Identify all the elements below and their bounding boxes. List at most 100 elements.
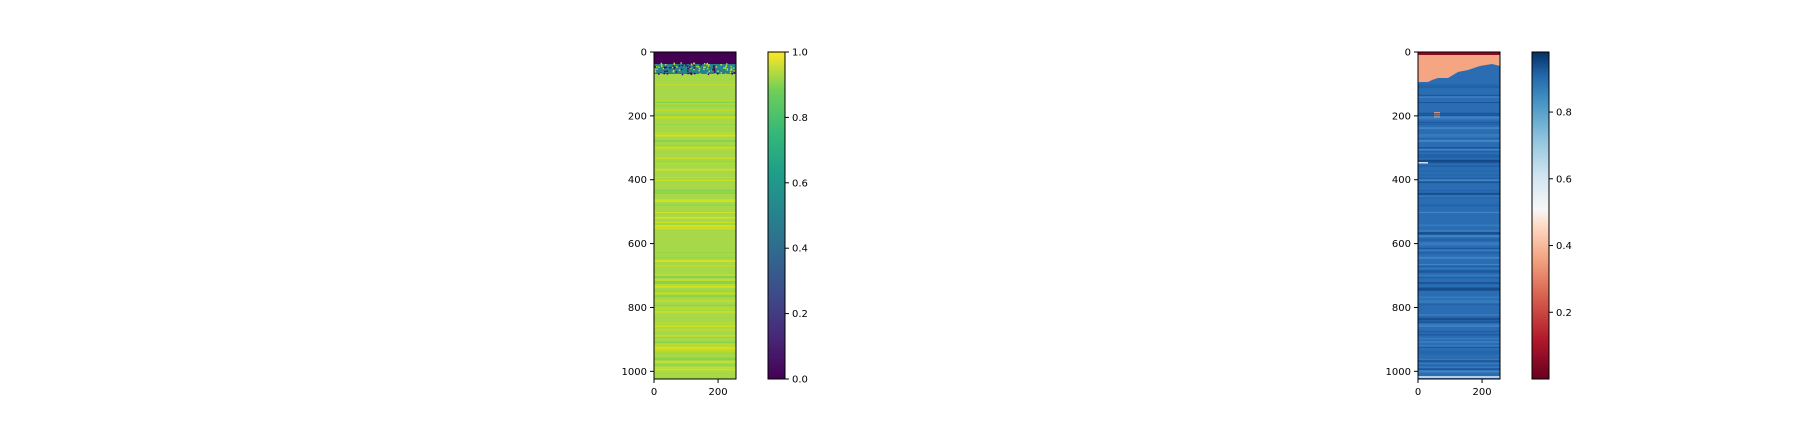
- texture-stripe: [1418, 352, 1500, 355]
- texture-speck: [678, 62, 680, 64]
- heatmap-right-texture: [1418, 84, 1500, 379]
- texture-stripe: [1418, 256, 1500, 259]
- texture-speck: [731, 73, 733, 75]
- texture-stripe: [1418, 235, 1500, 238]
- texture-stripe: [654, 144, 736, 147]
- texture-stripe: [1418, 249, 1500, 252]
- texture-band: [1418, 288, 1500, 290]
- heatmap-left-top-band: [654, 52, 736, 64]
- texture-speck: [725, 66, 727, 68]
- texture-speck: [698, 69, 700, 72]
- texture-speck: [664, 70, 666, 73]
- texture-stripe: [1418, 121, 1500, 123]
- texture-stripe: [654, 162, 736, 165]
- texture-speck: [733, 72, 736, 74]
- texture-speck: [667, 62, 669, 64]
- texture-stripe: [1418, 192, 1500, 194]
- texture-stripe: [654, 300, 736, 302]
- texture-stripe: [654, 252, 736, 254]
- texture-stripe: [654, 101, 736, 104]
- y-tick-label: 200: [628, 111, 647, 122]
- x-tick-label: 200: [1473, 387, 1492, 398]
- texture-speck: [655, 65, 658, 68]
- texture-speck: [707, 73, 710, 76]
- texture-stripe: [654, 132, 736, 134]
- texture-speck: [690, 72, 693, 74]
- texture-speck: [693, 64, 695, 67]
- y-tick-label: 0: [641, 48, 647, 59]
- texture-speck: [714, 71, 716, 73]
- texture-speck: [729, 69, 732, 71]
- texture-speck: [656, 68, 658, 70]
- texture-stripe: [654, 370, 736, 373]
- texture-stripe: [654, 124, 736, 126]
- texture-stripe: [654, 216, 736, 219]
- texture-stripe: [654, 200, 736, 203]
- texture-stripe: [654, 168, 736, 171]
- texture-speck: [702, 66, 705, 69]
- texture-speck: [681, 73, 684, 76]
- texture-stripe: [1418, 195, 1500, 197]
- texture-stripe: [654, 359, 736, 361]
- texture-stripe: [654, 133, 736, 136]
- texture-stripe: [654, 335, 736, 337]
- texture-stripe: [1418, 161, 1500, 164]
- texture-stripe: [654, 325, 736, 327]
- texture-stripe: [654, 293, 736, 295]
- texture-stripe: [654, 284, 736, 286]
- texture-stripe: [654, 223, 736, 226]
- texture-stripe: [654, 140, 736, 143]
- texture-speck: [654, 69, 656, 71]
- texture-stripe: [1418, 334, 1500, 336]
- texture-stripe: [654, 204, 736, 206]
- texture-speck: [662, 67, 665, 70]
- colorbar-right-gradient: [1532, 52, 1549, 379]
- texture-speck: [700, 63, 703, 66]
- texture-stripe: [1418, 287, 1500, 289]
- texture-stripe: [654, 279, 736, 282]
- texture-stripe: [654, 336, 736, 339]
- texture-stripe: [654, 228, 736, 230]
- texture-speck: [664, 63, 667, 66]
- texture-speck: [687, 67, 689, 70]
- texture-stripe: [1418, 118, 1500, 120]
- texture-speck: [730, 69, 733, 71]
- texture-stripe: [1418, 319, 1500, 322]
- texture-stripe: [1418, 276, 1500, 279]
- heatmap-right-frame: [1417, 51, 1501, 380]
- texture-stripe: [1418, 316, 1500, 319]
- texture-speck: [689, 66, 691, 69]
- texture-stripe: [654, 312, 736, 315]
- colorbar-tick-label: 0.0: [792, 375, 808, 386]
- texture-stripe: [654, 180, 736, 182]
- texture-stripe: [654, 304, 736, 306]
- texture-stripe: [1418, 123, 1500, 126]
- texture-speck: [725, 65, 728, 67]
- colorbar-tick-label: 0.2: [792, 309, 808, 320]
- texture-stripe: [1418, 269, 1500, 272]
- texture-stripe: [654, 212, 736, 214]
- texture-speck: [724, 73, 727, 75]
- texture-speck: [658, 73, 660, 75]
- texture-stripe: [1418, 267, 1500, 270]
- texture-stripe: [1418, 265, 1500, 268]
- colorbar-right-ticks: 0.2 0.4 0.6 0.8: [1549, 108, 1572, 319]
- texture-stripe: [654, 226, 736, 228]
- texture-speck: [693, 67, 696, 69]
- texture-speck: [690, 73, 693, 76]
- texture-stripe: [1418, 150, 1500, 153]
- texture-band: [1418, 318, 1500, 320]
- texture-stripe: [1418, 274, 1500, 277]
- texture-speck: [676, 66, 678, 68]
- texture-stripe: [654, 290, 736, 293]
- texture-stripe: [654, 311, 736, 313]
- texture-speck: [713, 67, 715, 69]
- heatmap-right-top-edge: [1418, 52, 1500, 55]
- texture-stripe: [1418, 190, 1500, 192]
- y-tick-label: 1000: [1386, 367, 1411, 378]
- texture-speck: [704, 66, 706, 68]
- texture-stripe: [654, 368, 736, 371]
- y-tick-label: 800: [628, 303, 647, 314]
- texture-speck: [693, 72, 696, 75]
- texture-speck: [699, 64, 702, 67]
